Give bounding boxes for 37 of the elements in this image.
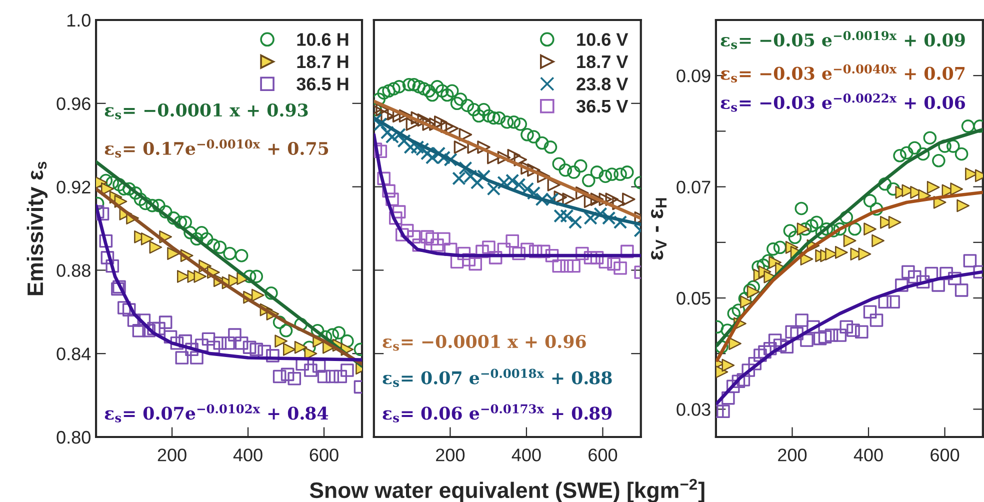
y-tick-label: 0.09	[676, 70, 710, 82]
x-tick-label: 600	[310, 448, 338, 462]
x-tick-label: 200	[436, 448, 465, 462]
annotation: ε$_{s}$= 0.07e$^{−0.0102x}$ + 0.84	[104, 404, 328, 422]
x-tick-label: 600	[930, 448, 960, 462]
legend-label: 36.5 V	[576, 100, 628, 113]
annotation: ε$_{s}$= −0.05 e$^{−0.0019x}$ + 0.09	[720, 30, 965, 50]
x-tick-label: 400	[512, 448, 541, 462]
annotation: ε$_{s}$= −0.0001 x + 0.96	[382, 334, 586, 351]
y-tick-label: 1.0	[67, 14, 90, 27]
y-axis-title: Emissivity ε$_{s}$	[26, 162, 48, 296]
annotation: ε$_{s}$= 0.17e$^{−0.0010x}$ + 0.75	[104, 139, 328, 158]
annotation: ε$_{s}$= 0.07 e$^{−0.0018x}$ + 0.88	[382, 368, 612, 387]
legend-label: 10.6 V	[577, 33, 628, 46]
annotation: ε$_{s}$= −0.03 e$^{−0.0022x}$ + 0.06	[720, 94, 966, 112]
y-axis-title: ε$_{V}$ - ε$_{H}$	[651, 198, 666, 260]
x-tick-label: 400	[854, 448, 883, 462]
y-tick-label: 0.03	[676, 403, 710, 416]
annotation: ε$_{s}$= −0.03 e$^{−0.0040x}$ + 0.07	[720, 64, 965, 83]
x-tick-label: 200	[778, 448, 807, 462]
y-tick-label: 0.92	[56, 180, 90, 194]
annotation: ε$_{s}$= 0.06 e$^{−0.0173x}$ + 0.89	[382, 404, 612, 422]
y-tick-label: 0.05	[676, 292, 710, 305]
y-tick-label: 0.07	[676, 180, 710, 194]
y-tick-label: 0.96	[56, 97, 90, 110]
annotation: ε$_{s}$= −0.0001 x + 0.93	[104, 103, 308, 120]
legend-label: 18.7 H	[297, 55, 348, 68]
x-tick-label: 400	[233, 448, 262, 462]
y-tick-label: 0.84	[56, 348, 91, 360]
legend-label: 10.6 H	[297, 33, 348, 46]
y-tick-label: 0.88	[56, 264, 90, 277]
x-tick-label: 600	[588, 448, 618, 462]
x-tick-label: 200	[158, 448, 186, 462]
legend-label: 18.7 V	[577, 55, 628, 68]
legend-label: 36.5 H	[296, 78, 348, 90]
y-tick-label: 0.80	[56, 430, 90, 444]
legend-label: 23.8 V	[576, 78, 628, 90]
